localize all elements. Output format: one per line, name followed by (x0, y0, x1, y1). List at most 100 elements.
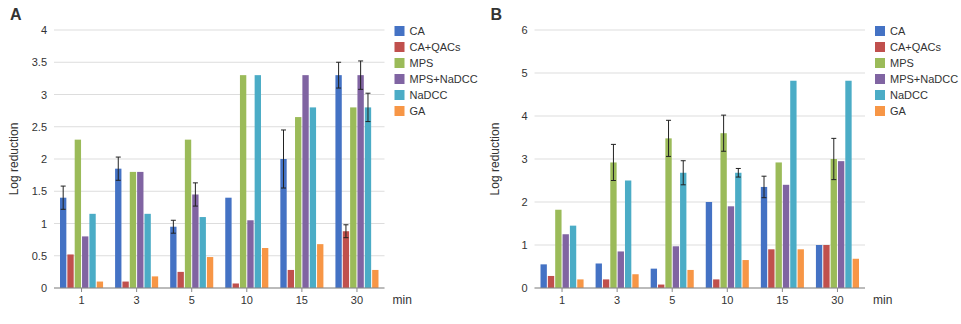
legend-swatch (875, 74, 885, 84)
bar (178, 272, 184, 288)
bar (60, 198, 66, 288)
bar (541, 264, 547, 288)
y-tick-label: 0.5 (32, 250, 47, 262)
error-bar (762, 176, 767, 198)
grid-line (54, 62, 385, 63)
bar (152, 276, 158, 288)
bar (570, 226, 576, 288)
x-tick-label: 3 (614, 294, 620, 306)
bar (288, 270, 294, 288)
error-bar (831, 138, 836, 179)
y-tick-label: 4 (41, 24, 47, 36)
bar (97, 282, 103, 288)
bar (853, 259, 859, 288)
x-axis-label: min (873, 293, 892, 307)
title: A (10, 6, 22, 23)
bar (137, 172, 143, 288)
bar (680, 173, 686, 288)
y-tick-label: 2 (521, 196, 527, 208)
y-tick-label: 0 (41, 282, 47, 294)
bar (816, 245, 822, 288)
error-bar (666, 120, 671, 156)
x-tick-label: 30 (831, 294, 843, 306)
grid-line (535, 202, 866, 203)
error-bar (721, 115, 726, 151)
grid-line (54, 255, 385, 256)
error-bar (61, 186, 66, 209)
bar (603, 279, 609, 288)
y-axis-label: Log reduction (488, 123, 502, 196)
x-axis-line (54, 288, 385, 289)
legend-label: NaDCC (410, 89, 448, 101)
panel: B0123456Log reduction135101530minCACA+QA… (488, 6, 959, 307)
y-tick-label: 5 (521, 67, 527, 79)
y-tick-label: 3 (521, 153, 527, 165)
bar (365, 107, 371, 288)
x-tick-label: 30 (351, 294, 363, 306)
bar (302, 75, 308, 288)
legend-label: MPS+NaDCC (410, 73, 478, 85)
bar (192, 194, 198, 288)
legend-label: MPS+NaDCC (890, 73, 958, 85)
bar (845, 81, 851, 288)
bar (728, 206, 734, 288)
marks (60, 61, 378, 288)
legend-swatch (395, 74, 405, 84)
bar (658, 285, 664, 288)
x-tick-label: 1 (559, 294, 565, 306)
error-bar (281, 130, 286, 188)
x-axis-label: min (393, 293, 412, 307)
y-tick-label: 6 (521, 24, 527, 36)
error-bar (343, 225, 348, 238)
bar (673, 246, 679, 288)
y-tick-label: 1.5 (32, 185, 47, 197)
y-axis-label: Log reduction (7, 123, 21, 196)
bar (75, 140, 81, 288)
grid-line (54, 126, 385, 127)
bar (735, 173, 741, 288)
bar (350, 107, 356, 288)
legend-swatch (875, 58, 885, 68)
error-bar (358, 61, 363, 89)
legend-label: CA (410, 25, 426, 37)
legend-swatch (875, 106, 885, 116)
legend: CACA+QACsMPSMPS+NaDCCNaDCCGA (395, 25, 478, 117)
bar (185, 140, 191, 288)
error-bar (611, 144, 616, 180)
legend-swatch (395, 106, 405, 116)
error-bar (736, 168, 741, 177)
x-tick-label: 1 (78, 294, 84, 306)
grid-line (535, 245, 866, 246)
x-tick-label: 10 (721, 294, 733, 306)
bar (761, 187, 767, 288)
bar (225, 198, 231, 288)
bar (67, 254, 73, 288)
bar (776, 162, 782, 288)
legend-swatch (395, 42, 405, 52)
bar (115, 169, 121, 288)
legend-swatch (395, 58, 405, 68)
grid-line (535, 116, 866, 117)
x-tick (782, 288, 783, 292)
bar (357, 75, 363, 288)
error-bar (171, 220, 176, 233)
bar (742, 260, 748, 288)
grid-line (54, 159, 385, 160)
error-bar (365, 93, 370, 121)
y-tick-label: 3.5 (32, 56, 47, 68)
error-bar (116, 157, 121, 180)
bar (89, 214, 95, 288)
legend-swatch (875, 90, 885, 100)
bar (317, 244, 323, 288)
legend: CACA+QACsMPSMPS+NaDCCNaDCCGA (875, 25, 958, 117)
legend-label: NaDCC (890, 89, 928, 101)
grid-line (54, 288, 385, 289)
x-tick (837, 288, 838, 292)
grid-line (54, 191, 385, 192)
y-tick-label: 3 (41, 89, 47, 101)
x-tick-label: 5 (669, 294, 675, 306)
panel: A00.511.522.533.54Log reduction135101530… (7, 6, 478, 307)
bar (343, 231, 349, 288)
bar (618, 251, 624, 288)
y-tick-label: 1 (521, 239, 527, 251)
